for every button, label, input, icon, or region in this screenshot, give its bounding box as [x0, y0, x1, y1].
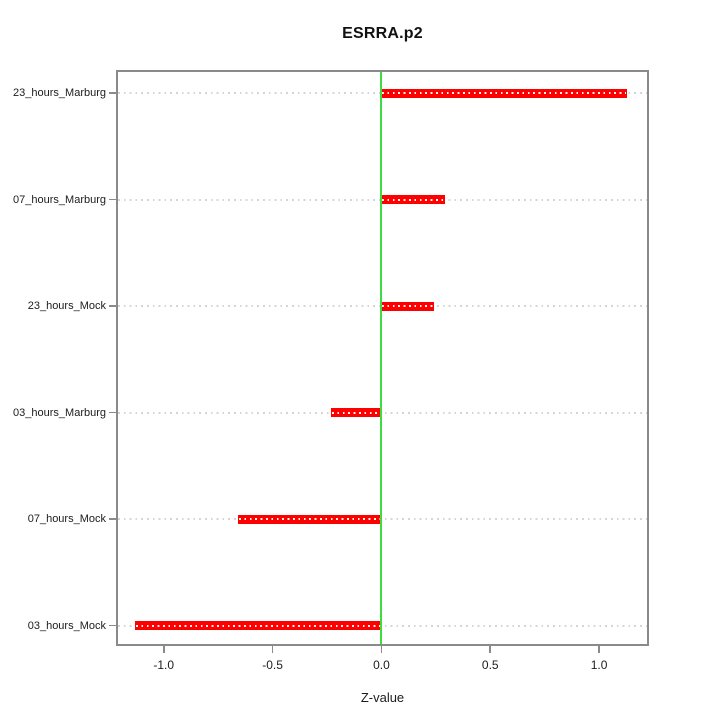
y-axis-tick: [109, 198, 116, 201]
x-axis-tick-label: -1.0: [153, 658, 175, 672]
y-axis-label: 03_hours_Mock: [27, 619, 106, 632]
bar-dotted-texture: [382, 305, 433, 307]
zero-reference-line: [380, 72, 383, 644]
bar-dotted-texture: [238, 518, 381, 520]
bar-dotted-texture: [136, 624, 381, 627]
y-axis-label: 23_hours_Marburg: [13, 87, 106, 99]
bar-dotted-texture: [382, 92, 627, 94]
bar-23_hours_Marburg: [381, 88, 628, 98]
x-axis-tick: [162, 646, 165, 653]
bar-07_hours_Marburg: [381, 195, 445, 204]
x-axis-title: Z-value: [360, 690, 405, 705]
chart-title: ESRRA.p2: [342, 25, 423, 42]
x-axis-tick-label: 1.0: [590, 658, 608, 672]
bar-dotted-texture: [382, 198, 444, 201]
x-axis-tick: [598, 646, 600, 653]
bar-03_hours_Marburg: [331, 408, 382, 417]
y-axis-label: 07_hours_Mock: [27, 513, 106, 525]
y-axis-tick: [109, 518, 116, 520]
bar-03_hours_Mock: [135, 621, 382, 630]
y-axis-tick: [109, 92, 116, 94]
bar-07_hours_Mock: [237, 514, 382, 524]
x-axis-tick: [380, 646, 383, 653]
plot-area: [116, 70, 649, 646]
y-axis-tick: [109, 305, 116, 307]
category-gridline: [118, 624, 647, 627]
y-axis-label: 23_hours_Mock: [27, 300, 106, 312]
x-axis-tick-label: 0.5: [481, 658, 499, 672]
x-axis-tick-label: -0.5: [262, 658, 283, 672]
bar-23_hours_Mock: [381, 301, 434, 311]
bar-dotted-texture: [332, 411, 381, 414]
category-gridline: [118, 518, 647, 520]
x-axis-tick-label: 0.0: [373, 658, 390, 672]
category-gridline: [118, 411, 647, 414]
x-axis-tick: [489, 646, 492, 653]
y-axis-tick: [109, 624, 116, 627]
x-axis-tick: [271, 646, 274, 653]
y-axis-tick: [109, 411, 116, 414]
y-axis-label: 03_hours_Marburg: [13, 406, 106, 419]
y-axis-label: 07_hours_Marburg: [13, 193, 106, 206]
